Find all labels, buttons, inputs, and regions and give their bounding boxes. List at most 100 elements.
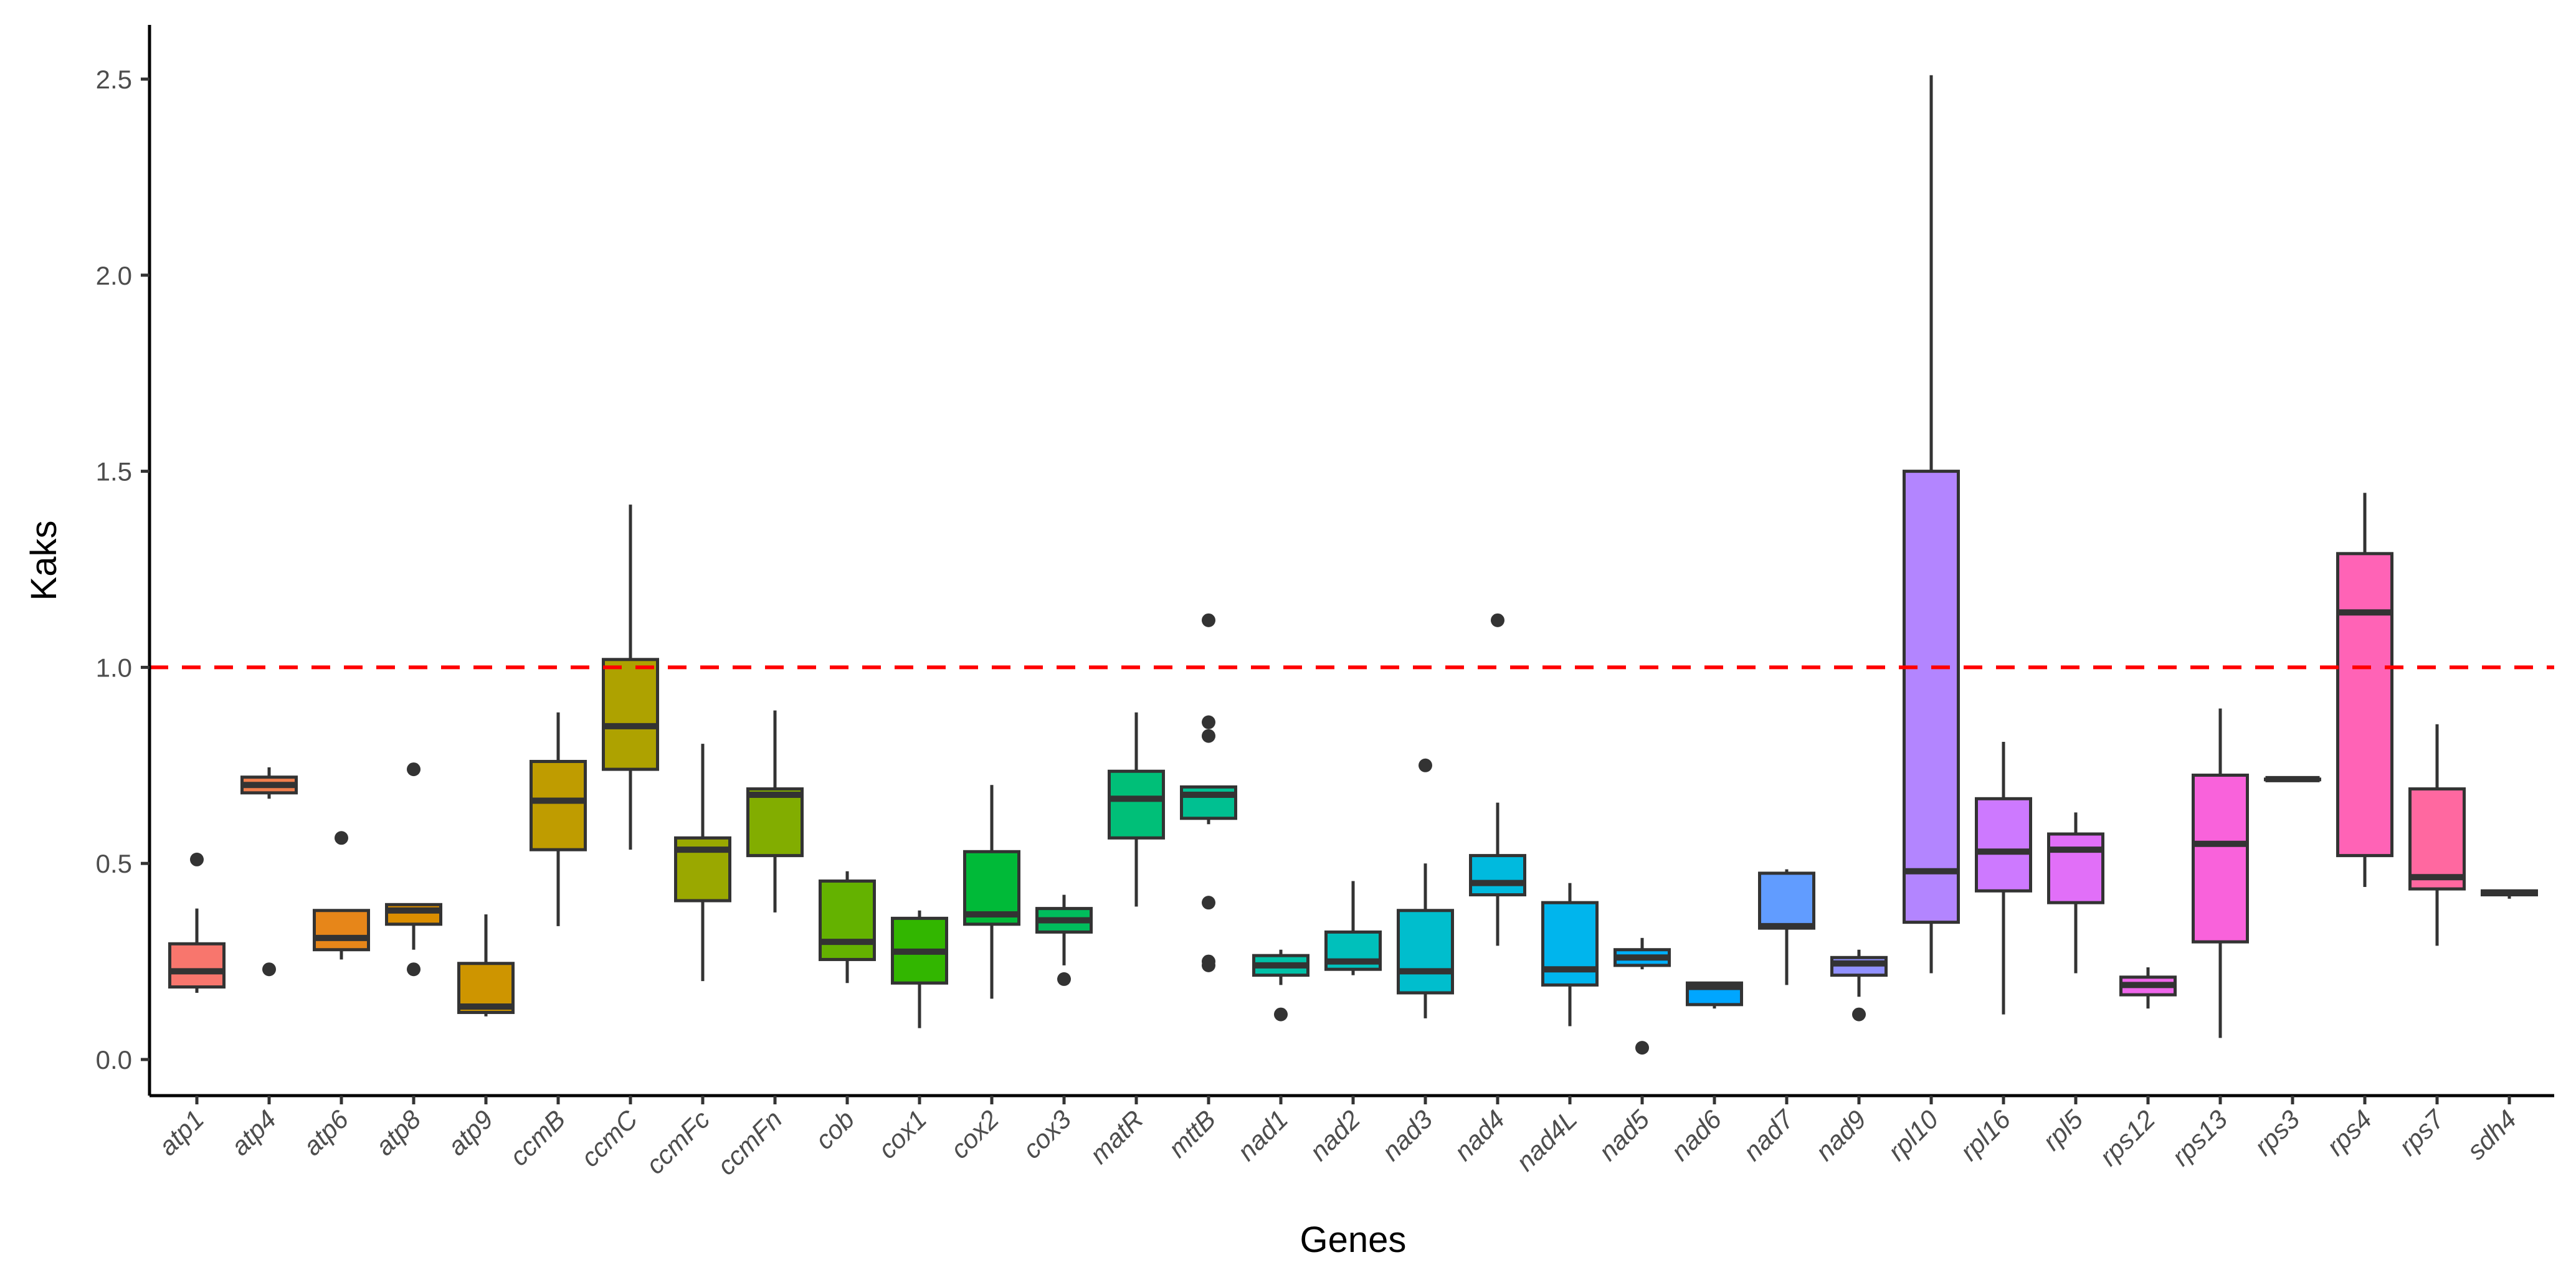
y-axis-ticks: 0.0 0.5 1.0 1.5 2.0 2.5 <box>96 65 150 1074</box>
box-cox3 <box>1035 894 1093 986</box>
y-tick-label: 2.5 <box>96 65 132 94</box>
box-rps13 <box>2192 708 2249 1038</box>
outlier-point <box>335 831 348 845</box>
outlier-point <box>1202 729 1215 743</box>
box-nad9 <box>1830 949 1888 1022</box>
y-axis-title: Kaks <box>24 521 64 601</box>
x-tick-label: cox3 <box>1017 1104 1077 1164</box>
box-sdh4 <box>2481 889 2538 899</box>
outlier-point <box>1202 715 1215 729</box>
box-mttB <box>1180 613 1237 972</box>
x-tick-label: rps7 <box>2393 1104 2450 1161</box>
box-iqr <box>819 879 876 961</box>
box-iqr <box>1758 871 1815 930</box>
box-nad2 <box>1324 881 1382 975</box>
box-nad4 <box>1469 613 1526 946</box>
box-matR <box>1108 712 1165 907</box>
box-cox1 <box>891 910 948 1028</box>
box-nad4L <box>1541 883 1599 1026</box>
outlier-point <box>1419 758 1432 772</box>
x-tick-label: ccmB <box>504 1104 571 1171</box>
box-iqr <box>530 760 587 851</box>
outlier-point <box>407 762 421 777</box>
box-iqr <box>2336 552 2393 858</box>
outlier-point <box>1852 1007 1866 1022</box>
x-tick-label: ccmC <box>575 1104 644 1173</box>
box-rpl5 <box>2047 812 2104 974</box>
x-tick-label: nad2 <box>1304 1104 1366 1166</box>
box-iqr <box>2192 774 2249 944</box>
x-tick-label: rps12 <box>2094 1104 2161 1172</box>
outlier-point <box>1491 613 1504 627</box>
x-tick-label: nad4 <box>1448 1104 1510 1166</box>
box-nad5 <box>1614 937 1671 1055</box>
x-tick-label: atp1 <box>153 1104 209 1161</box>
x-tick-label: nad3 <box>1376 1104 1438 1166</box>
box-rps3 <box>2264 775 2321 782</box>
x-axis-title: Genes <box>1300 1220 1407 1260</box>
box-nad3 <box>1397 758 1454 1018</box>
y-tick-label: 1.0 <box>96 653 132 682</box>
x-tick-label: rpl16 <box>1954 1104 2017 1167</box>
box-iqr <box>313 909 370 952</box>
box-nad1 <box>1252 949 1309 1022</box>
outlier-point <box>407 962 421 977</box>
outlier-point <box>1635 1041 1649 1055</box>
box-rpl16 <box>1975 742 2032 1015</box>
box-atp4 <box>240 767 298 977</box>
x-tick-label: cob <box>809 1104 860 1155</box>
outlier-point <box>1202 613 1215 627</box>
box-atp1 <box>168 852 226 993</box>
box-cox2 <box>963 785 1020 999</box>
x-tick-label: atp4 <box>225 1104 282 1161</box>
box-iqr <box>1397 909 1454 995</box>
outlier-point <box>262 962 276 977</box>
box-atp9 <box>457 914 515 1017</box>
box-cob <box>819 871 876 984</box>
box-iqr <box>1108 769 1165 840</box>
box-ccmFc <box>674 744 731 982</box>
x-tick-label: rpl10 <box>1882 1104 1944 1167</box>
x-tick-label: nad1 <box>1232 1104 1293 1166</box>
box-iqr <box>602 658 659 771</box>
x-tick-label: atp6 <box>297 1104 354 1161</box>
box-iqr <box>1903 470 1960 924</box>
box-atp6 <box>313 831 370 960</box>
box-rpl10 <box>1903 75 1960 974</box>
box-iqr <box>746 787 804 858</box>
boxes-layer <box>168 75 2538 1055</box>
box-nad7 <box>1758 869 1815 985</box>
y-tick-label: 2.0 <box>96 261 132 290</box>
x-tick-label: cox2 <box>944 1104 1004 1164</box>
y-tick-label: 1.5 <box>96 457 132 486</box>
x-tick-label: nad5 <box>1593 1104 1655 1167</box>
x-tick-label: cox1 <box>872 1104 932 1164</box>
x-tick-label: ccmFc <box>640 1104 716 1180</box>
box-iqr <box>1541 901 1599 987</box>
x-tick-label: rpl5 <box>2037 1104 2089 1156</box>
box-iqr <box>2408 787 2466 891</box>
box-rps4 <box>2336 493 2393 887</box>
outlier-point <box>190 852 204 866</box>
box-rps12 <box>2119 967 2177 1009</box>
outlier-point <box>1202 958 1215 972</box>
box-iqr <box>1180 785 1237 820</box>
x-tick-label: rps3 <box>2248 1104 2305 1161</box>
x-tick-label: mttB <box>1162 1104 1221 1163</box>
box-iqr <box>1975 797 2032 893</box>
box-nad6 <box>1686 981 1743 1009</box>
outlier-point <box>1274 1007 1288 1022</box>
y-tick-label: 0.0 <box>96 1045 132 1074</box>
x-tick-label: ccmFn <box>711 1104 787 1180</box>
box-atp8 <box>385 762 442 977</box>
x-tick-label: nad4L <box>1511 1104 1583 1177</box>
y-tick-label: 0.5 <box>96 849 132 878</box>
x-tick-label: sdh4 <box>2461 1104 2522 1165</box>
box-ccmB <box>530 712 587 926</box>
outlier-point <box>1057 972 1071 986</box>
box-ccmFn <box>746 710 804 913</box>
x-tick-label: rps4 <box>2321 1104 2377 1161</box>
x-tick-label: nad9 <box>1810 1104 1871 1166</box>
